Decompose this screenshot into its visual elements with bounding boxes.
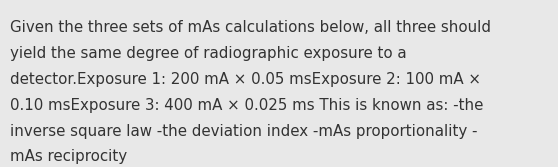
Text: 0.10 msExposure 3: 400 mA × 0.025 ms This is known as: -the: 0.10 msExposure 3: 400 mA × 0.025 ms Thi… [10,98,483,113]
Text: yield the same degree of radiographic exposure to a: yield the same degree of radiographic ex… [10,46,407,61]
Text: mAs reciprocity: mAs reciprocity [10,149,127,164]
Text: Given the three sets of mAs calculations below, all three should: Given the three sets of mAs calculations… [10,20,491,35]
Text: detector.Exposure 1: 200 mA × 0.05 msExposure 2: 100 mA ×: detector.Exposure 1: 200 mA × 0.05 msExp… [10,72,481,87]
Text: inverse square law -the deviation index -mAs proportionality -: inverse square law -the deviation index … [10,124,478,139]
